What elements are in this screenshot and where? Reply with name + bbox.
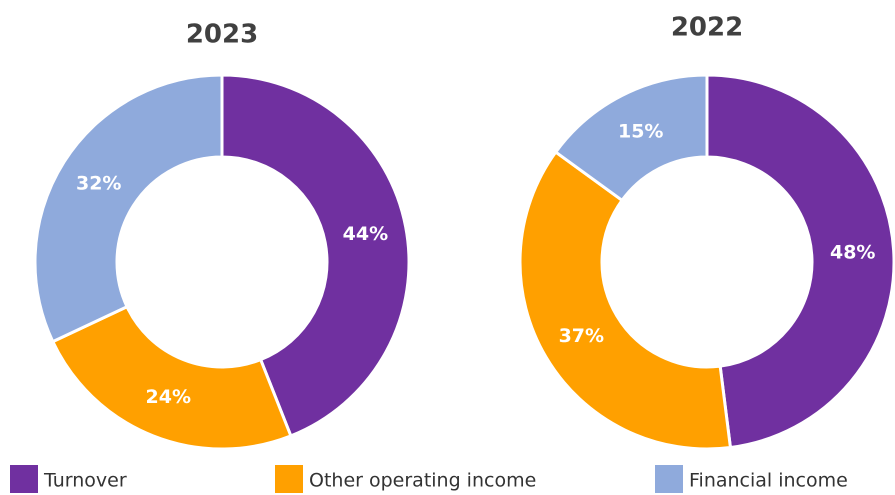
legend-swatch (275, 465, 303, 493)
data-label: 24% (146, 386, 191, 408)
donut-slice (33, 73, 224, 344)
chart-title: 2023 (186, 20, 258, 50)
legend-label: Other operating income (309, 470, 536, 492)
data-label: 37% (559, 325, 604, 347)
legend-swatch (655, 465, 683, 493)
donut-slice (705, 73, 895, 450)
legend-label: Financial income (689, 470, 848, 492)
donut-slice (518, 149, 733, 451)
donut-slice (220, 73, 411, 438)
chart-title: 2022 (671, 13, 743, 43)
legend-label: Turnover (43, 470, 127, 492)
donut-slice (553, 73, 709, 203)
legend-swatch (10, 465, 38, 493)
donut-slice (50, 304, 293, 451)
data-label: 48% (830, 241, 875, 263)
data-label: 32% (76, 172, 121, 194)
data-label: 15% (618, 120, 663, 142)
data-label: 44% (343, 223, 388, 245)
